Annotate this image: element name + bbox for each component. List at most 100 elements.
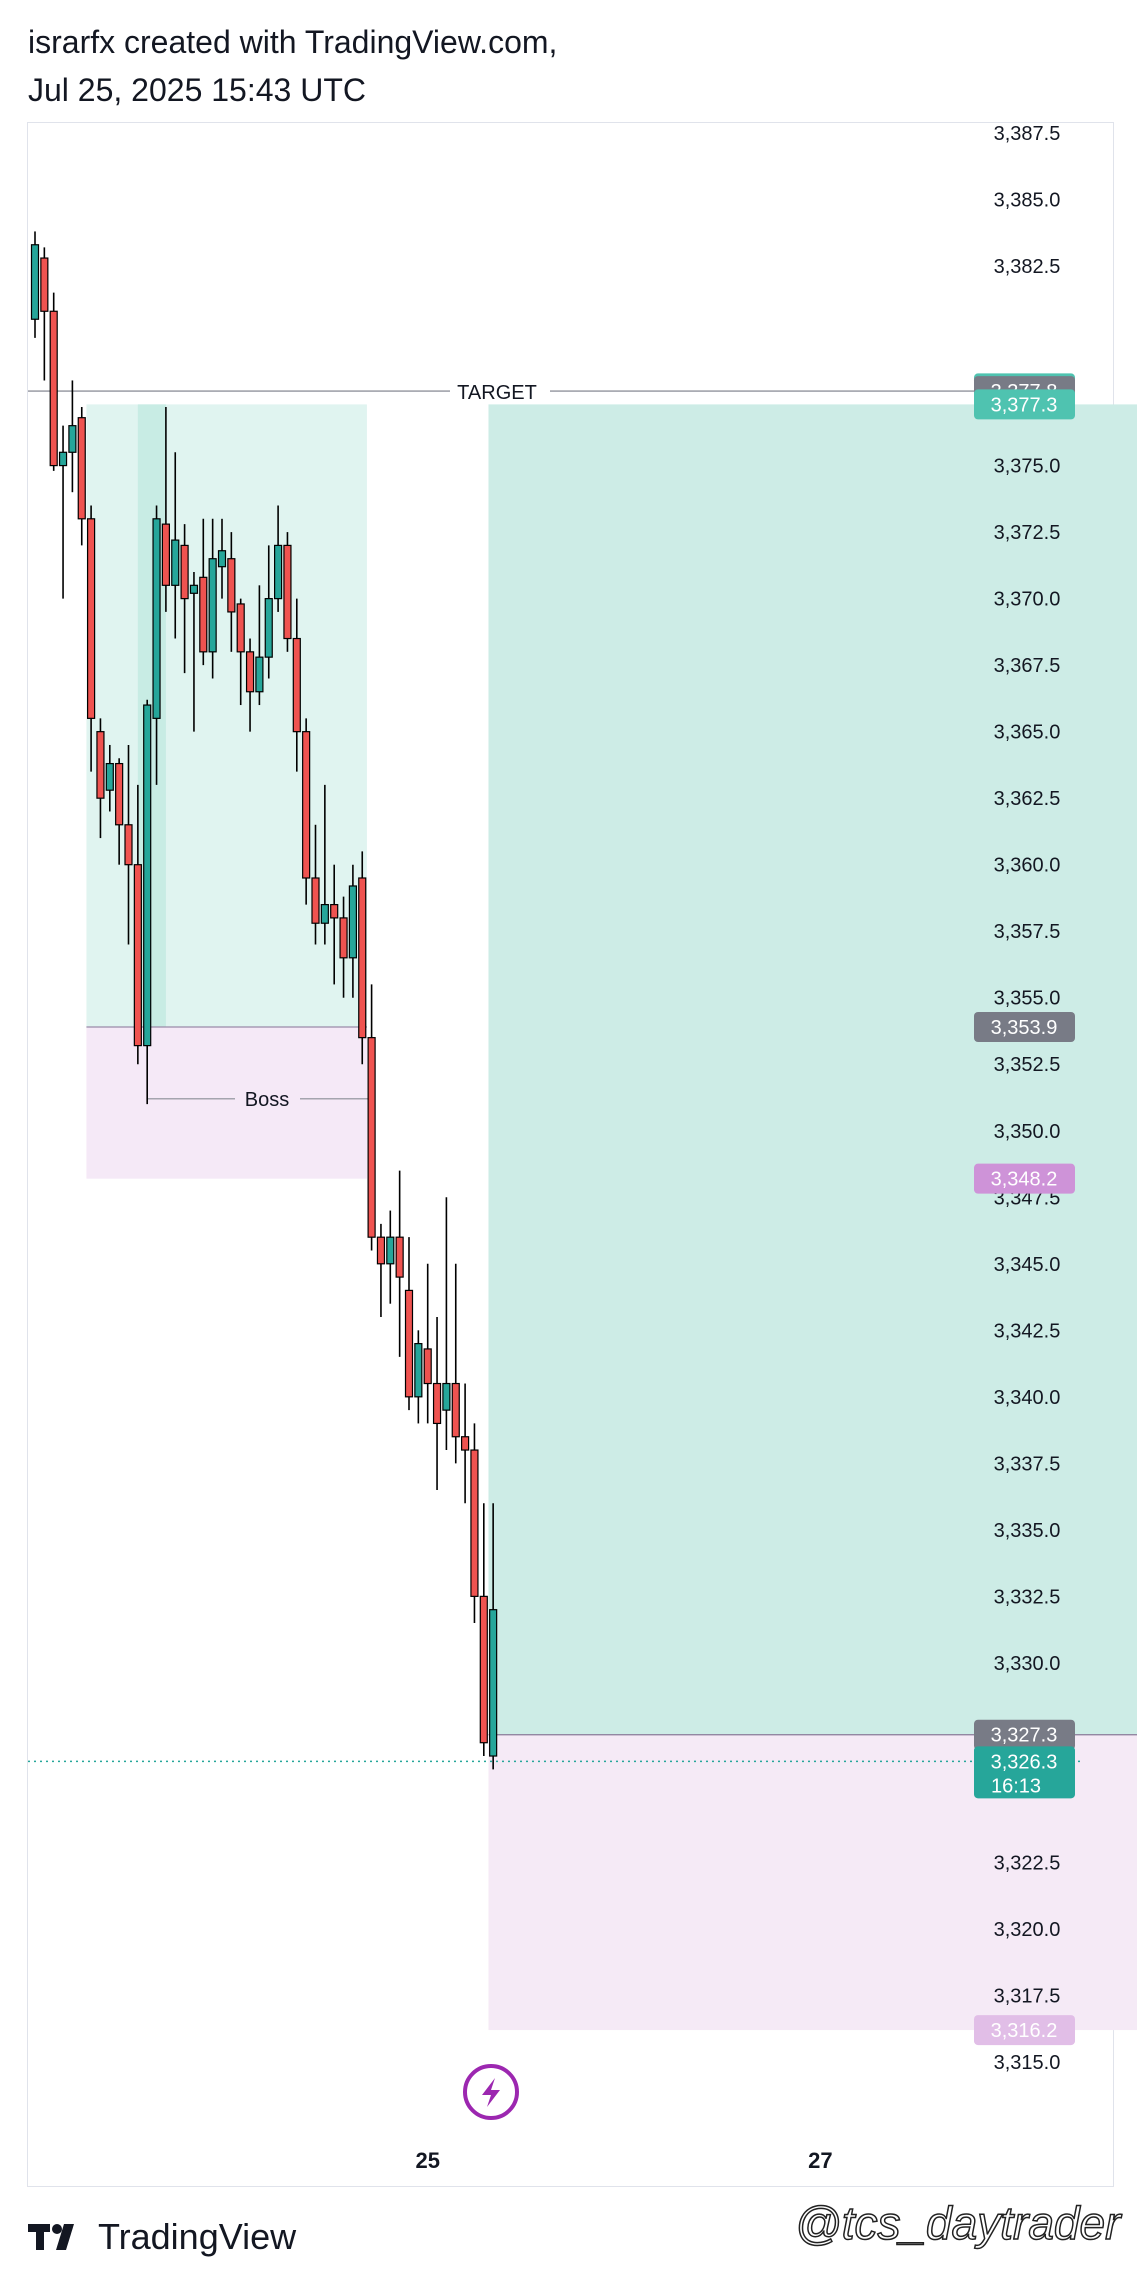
y-tick-label: 3,342.5	[994, 1320, 1061, 1342]
candle[interactable]	[348, 885, 357, 959]
candle[interactable]	[367, 1037, 376, 1238]
price-badge-subtext: 16:13	[991, 1775, 1041, 1797]
y-tick-label: 3,362.5	[994, 788, 1061, 810]
lightning-bolt	[482, 2078, 500, 2107]
candle[interactable]	[161, 523, 170, 586]
candle[interactable]	[58, 451, 68, 467]
candle[interactable]	[330, 903, 339, 919]
left-target-zone	[86, 404, 367, 1027]
y-tick-label: 3,340.0	[994, 1387, 1061, 1409]
y-tick-label: 3,350.0	[994, 1121, 1061, 1143]
y-tick-label: 3,330.0	[994, 1653, 1061, 1675]
watermark-text: @tcs_daytrader	[794, 2196, 1121, 2250]
price-badge	[974, 1163, 1075, 1194]
candle[interactable]	[274, 544, 283, 600]
candle[interactable]	[245, 651, 255, 693]
y-tick-label: 3,385.0	[994, 190, 1061, 212]
y-tick-label: 3,355.0	[994, 988, 1061, 1010]
candle[interactable]	[115, 762, 124, 826]
candle[interactable]	[133, 864, 142, 1047]
candle[interactable]	[283, 544, 292, 640]
left-inner-zone	[137, 404, 166, 1027]
candle[interactable]	[49, 310, 58, 467]
candle[interactable]	[311, 877, 320, 924]
y-tick-label: 3,352.5	[994, 1054, 1061, 1076]
price-badge	[974, 1011, 1075, 1042]
candle[interactable]	[189, 584, 199, 594]
y-tick-label: 3,322.5	[994, 1852, 1061, 1874]
y-tick-label: 3,332.5	[994, 1586, 1061, 1608]
tradingview-logo[interactable]: TradingView	[28, 2212, 296, 2262]
target-label: TARGET	[457, 382, 537, 404]
candle[interactable]	[404, 1289, 414, 1398]
candle[interactable]	[86, 518, 96, 719]
x-tick-label: 25	[415, 2148, 439, 2173]
candle[interactable]	[227, 558, 236, 613]
candle[interactable]	[171, 539, 180, 586]
y-tick-label: 3,382.5	[994, 256, 1061, 278]
header-date-line: Jul 25, 2025 15:43 UTC	[28, 72, 366, 108]
candle[interactable]	[479, 1595, 488, 1744]
candle[interactable]	[461, 1436, 470, 1451]
candle[interactable]	[423, 1348, 432, 1385]
price-badge-text: 3,326.3	[991, 1751, 1058, 1773]
candle[interactable]	[143, 704, 152, 1047]
y-tick-label: 3,370.0	[994, 589, 1061, 611]
y-tick-label: 3,387.5	[994, 123, 1061, 145]
price-badge	[974, 1746, 1075, 1799]
candle[interactable]	[414, 1343, 423, 1398]
candle[interactable]	[470, 1449, 479, 1597]
candle[interactable]	[442, 1382, 451, 1411]
y-tick-label: 3,372.5	[994, 522, 1061, 544]
candle[interactable]	[105, 762, 114, 791]
candle[interactable]	[386, 1236, 395, 1265]
candle[interactable]	[30, 244, 40, 320]
left-stop-zone	[86, 1026, 367, 1179]
candle[interactable]	[180, 544, 189, 600]
candle[interactable]	[40, 257, 49, 312]
price-badge-text: 3,316.2	[991, 2020, 1058, 2042]
y-tick-label: 3,365.0	[994, 722, 1061, 744]
candle[interactable]	[255, 656, 264, 693]
candle[interactable]	[376, 1236, 386, 1265]
candle[interactable]	[77, 417, 86, 520]
candle[interactable]	[320, 903, 329, 924]
y-tick-label: 3,367.5	[994, 655, 1061, 677]
candle[interactable]	[217, 550, 227, 568]
candle[interactable]	[489, 1609, 498, 1757]
candle[interactable]	[432, 1382, 442, 1425]
y-tick-label: 3,375.0	[994, 456, 1061, 478]
tradingview-brand-text: TradingView	[98, 2216, 297, 2257]
price-badge-text: 3,377.3	[991, 394, 1058, 416]
candle[interactable]	[68, 425, 77, 453]
tradingview-logo-icon	[28, 2224, 74, 2250]
y-tick-label: 3,315.0	[994, 2052, 1061, 2074]
candle[interactable]	[124, 824, 133, 866]
candle[interactable]	[236, 603, 245, 653]
y-tick-label: 3,320.0	[994, 1919, 1061, 1941]
candle[interactable]	[152, 518, 161, 719]
x-tick-label: 27	[808, 2148, 832, 2173]
candle[interactable]	[199, 576, 208, 653]
candle[interactable]	[358, 877, 367, 1039]
candle[interactable]	[302, 731, 311, 879]
candle[interactable]	[208, 558, 217, 653]
chart-header: israrfx created with TradingView.com, Ju…	[28, 18, 557, 114]
y-tick-label: 3,345.0	[994, 1254, 1061, 1276]
y-tick-label: 3,337.5	[994, 1453, 1061, 1475]
price-badge	[974, 389, 1075, 420]
y-tick-label: 3,357.5	[994, 921, 1061, 943]
price-badge	[974, 1719, 1075, 1750]
right-target-zone[interactable]	[488, 404, 1137, 1735]
boss-label: Boss	[245, 1089, 289, 1111]
candle[interactable]	[395, 1236, 404, 1278]
price-badge	[974, 2015, 1075, 2046]
candle[interactable]	[96, 731, 105, 799]
candle[interactable]	[292, 637, 301, 733]
candle[interactable]	[451, 1382, 460, 1438]
candle[interactable]	[339, 917, 348, 959]
candle[interactable]	[264, 598, 273, 658]
y-tick-label: 3,360.0	[994, 855, 1061, 877]
y-tick-label: 3,317.5	[994, 1985, 1061, 2007]
